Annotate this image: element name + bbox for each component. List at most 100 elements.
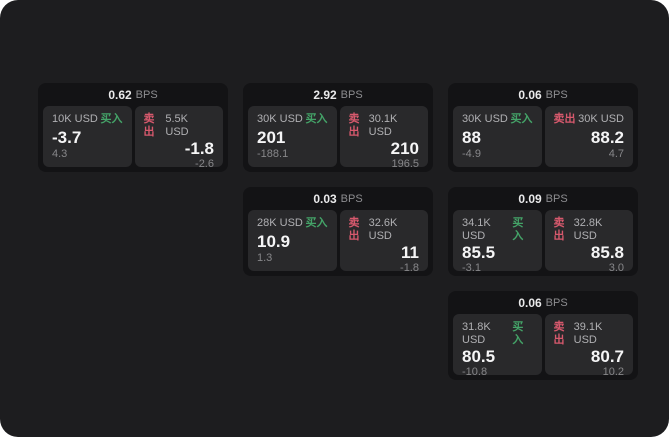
sell-amount: 5.5K USD [165,113,189,138]
spread-unit: BPS [135,88,158,101]
buy-side-tag: 买入 [100,113,123,125]
buy-delta: -4.9 [462,148,481,160]
sell-amount: 30K USD [578,113,624,125]
spread-unit: BPS [545,88,568,101]
spread-header: 2.92 BPS [248,83,428,106]
sell-amount: 32.8K USD [573,217,603,242]
buy-side-tag: 买入 [512,217,524,242]
buy-delta: -188.1 [257,148,289,160]
sell-panel[interactable]: 卖出 5.5K USD -1.8 -2.6 [134,106,223,170]
sell-price: 85.8 [590,243,624,262]
quote-panels: 30K USD 买入 201 -188.1 卖出 30.1K USD 210 1… [248,106,428,170]
buy-side-tag: 买入 [512,321,524,346]
buy-panel[interactable]: 34.1K USD 买入 85.5 -3.1 [453,210,542,274]
sell-delta: 10.2 [602,366,624,378]
quote-card: 0.06 BPS 31.8K USD 买入 80.5 -10.8 卖出 39.1… [448,291,638,380]
buy-price: 201 [257,127,286,147]
sell-side-tag: 卖出 [143,113,155,138]
panel-top-row: 卖出 32.8K USD [554,217,625,243]
sell-panel[interactable]: 卖出 30K USD 88.2 4.7 [544,106,633,167]
sell-delta: -2.6 [195,158,214,170]
buy-panel[interactable]: 30K USD 买入 88 -4.9 [453,106,542,167]
quote-panels: 34.1K USD 买入 85.5 -3.1 卖出 32.8K USD 85.8… [453,210,633,274]
quote-panels: 10K USD 买入 -3.7 4.3 卖出 5.5K USD -1.8 -2.… [43,106,223,170]
sell-amount: 32.6K USD [368,217,398,242]
buy-price: 85.5 [462,243,496,262]
sell-panel[interactable]: 卖出 32.6K USD 11 -1.8 [339,210,428,274]
buy-side-tag: 买入 [305,217,328,229]
spread-unit: BPS [340,192,363,205]
buy-delta: 4.3 [52,148,68,160]
spread-value: 0.62 [108,87,132,102]
panel-top-row: 卖出 5.5K USD [144,113,215,139]
sell-amount: 39.1K USD [573,321,603,346]
quote-card: 0.06 BPS 30K USD 买入 88 -4.9 卖出 30K USD [448,83,638,172]
spread-header: 0.03 BPS [248,187,428,210]
panel-top-row: 28K USD 买入 [257,217,328,230]
spread-header: 0.09 BPS [453,187,633,210]
quote-cards-grid: 0.62 BPS 10K USD 买入 -3.7 4.3 卖出 5.5K USD [38,83,638,380]
sell-price: 88.2 [590,127,624,147]
sell-side-tag: 卖出 [553,217,565,242]
spread-header: 0.62 BPS [43,83,223,106]
panel-top-row: 30K USD 买入 [462,113,533,126]
buy-panel[interactable]: 10K USD 买入 -3.7 4.3 [43,106,132,167]
buy-side-tag: 买入 [305,113,328,125]
quote-card: 0.62 BPS 10K USD 买入 -3.7 4.3 卖出 5.5K USD [38,83,228,172]
sell-panel[interactable]: 卖出 39.1K USD 80.7 10.2 [544,314,633,378]
quote-card: 0.09 BPS 34.1K USD 买入 85.5 -3.1 卖出 32.8K… [448,187,638,276]
buy-panel[interactable]: 28K USD 买入 10.9 1.3 [248,210,337,271]
spread-unit: BPS [545,296,568,309]
sell-side-tag: 卖出 [553,321,565,346]
spread-value: 2.92 [313,87,337,102]
sell-side-tag: 卖出 [348,217,360,242]
buy-amount: 30K USD [462,113,508,125]
buy-amount: 10K USD [52,113,98,125]
buy-amount: 31.8K USD [462,321,491,346]
sell-price: 210 [390,139,419,158]
panel-top-row: 10K USD 买入 [52,113,123,126]
sell-delta: 3.0 [608,262,624,274]
buy-price: 88 [462,127,481,147]
spread-value: 0.06 [518,87,542,102]
buy-delta: -3.1 [462,262,481,274]
panel-top-row: 34.1K USD 买入 [462,217,533,243]
panel-top-row: 30K USD 买入 [257,113,328,126]
sell-price: 11 [401,243,419,262]
sell-delta: 196.5 [391,158,419,170]
buy-panel[interactable]: 31.8K USD 买入 80.5 -10.8 [453,314,542,378]
buy-side-tag: 买入 [510,113,533,125]
buy-price: 80.5 [462,347,496,366]
quote-card: 0.03 BPS 28K USD 买入 10.9 1.3 卖出 32.6K US… [243,187,433,276]
sell-panel[interactable]: 卖出 32.8K USD 85.8 3.0 [544,210,633,274]
spread-value: 0.09 [518,191,542,206]
quote-panels: 31.8K USD 买入 80.5 -10.8 卖出 39.1K USD 80.… [453,314,633,378]
buy-price: 10.9 [257,231,291,251]
spread-value: 0.06 [518,295,542,310]
spread-header: 0.06 BPS [453,291,633,314]
buy-delta: 1.3 [257,252,273,264]
spread-header: 0.06 BPS [453,83,633,106]
panel-top-row: 31.8K USD 买入 [462,321,533,347]
sell-delta: 4.7 [608,148,624,160]
spread-value: 0.03 [313,191,337,206]
buy-amount: 28K USD [257,217,303,229]
sell-panel[interactable]: 卖出 30.1K USD 210 196.5 [339,106,428,170]
spread-unit: BPS [545,192,568,205]
spread-unit: BPS [340,88,363,101]
quote-panels: 28K USD 买入 10.9 1.3 卖出 32.6K USD 11 -1.8 [248,210,428,274]
buy-price: -3.7 [52,127,82,147]
panel-top-row: 卖出 32.6K USD [349,217,420,243]
buy-delta: -10.8 [462,366,488,378]
panel-top-row: 卖出 39.1K USD [554,321,625,347]
sell-side-tag: 卖出 [553,113,576,125]
sell-price: -1.8 [184,139,214,158]
panel-top-row: 卖出 30.1K USD [349,113,420,139]
panel-top-row: 卖出 30K USD [554,113,625,126]
sell-amount: 30.1K USD [368,113,398,138]
sell-delta: -1.8 [400,262,419,274]
buy-amount: 34.1K USD [462,217,491,242]
buy-panel[interactable]: 30K USD 买入 201 -188.1 [248,106,337,167]
sell-side-tag: 卖出 [348,113,360,138]
